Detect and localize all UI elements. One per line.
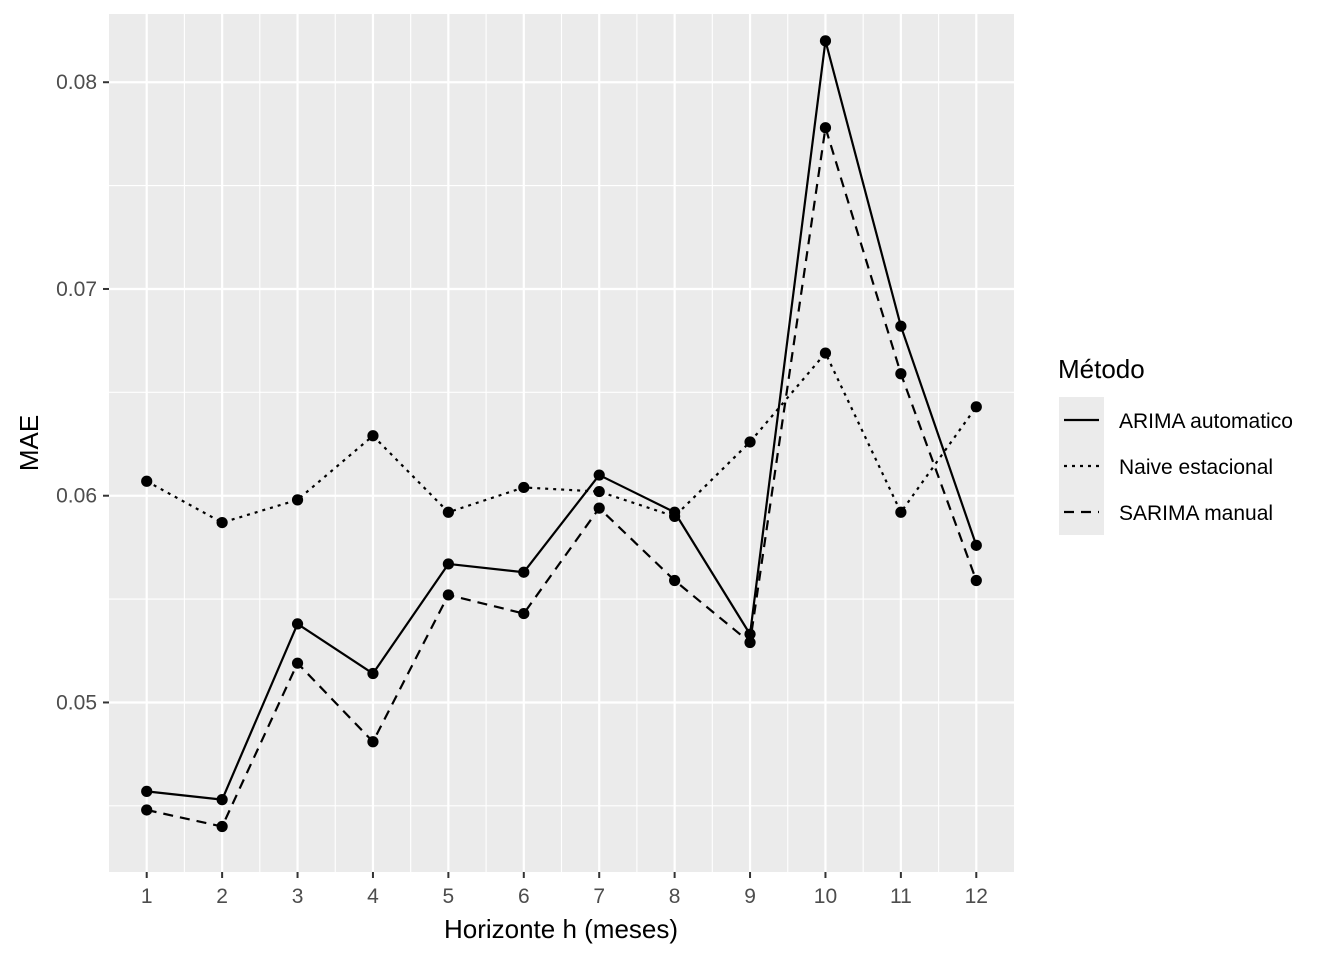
data-point: [970, 401, 982, 413]
data-point: [518, 566, 530, 578]
data-point: [744, 628, 756, 640]
data-point: [367, 430, 379, 442]
legend-label: Naive estacional: [1119, 456, 1273, 479]
data-point: [518, 481, 530, 494]
series-points: [141, 35, 982, 833]
data-point: [895, 506, 907, 518]
data-point: [895, 320, 907, 332]
x-tick-label: 7: [593, 885, 605, 908]
x-tick-label: 12: [965, 885, 988, 908]
legend-title: Método: [1058, 354, 1145, 384]
data-point: [442, 558, 454, 570]
x-tick-label: 10: [814, 885, 837, 908]
data-point: [669, 574, 681, 587]
data-point: [291, 618, 304, 630]
x-tick-label: 11: [890, 885, 912, 908]
series-line-sarima-manual: [146, 126, 978, 828]
x-tick-label: 8: [669, 885, 681, 908]
data-point: [970, 539, 982, 551]
x-axis: 1 2 3 4 5 6 7 8 9 10 11 12: [141, 872, 988, 908]
data-point: [141, 475, 153, 487]
series-line-naive-estacional: [146, 351, 978, 524]
data-point: [216, 794, 228, 806]
data-point: [518, 607, 530, 620]
data-point: [367, 736, 379, 748]
series-line-arima-automatico: [146, 39, 978, 801]
data-point: [141, 804, 153, 816]
data-point: [593, 469, 605, 481]
data-point: [593, 485, 605, 498]
x-tick-label: 9: [744, 885, 756, 908]
data-point: [744, 436, 756, 448]
x-tick-label: 1: [141, 885, 153, 908]
y-tick-label: 0.08: [56, 71, 97, 94]
x-tick-label: 6: [518, 885, 530, 908]
x-axis-title: Horizonte h (meses): [444, 914, 678, 944]
data-point: [819, 347, 832, 359]
legend-label: SARIMA manual: [1119, 502, 1273, 525]
data-point: [291, 657, 304, 669]
x-tick-label: 3: [292, 885, 304, 908]
y-tick-label: 0.07: [56, 278, 97, 301]
x-tick-label: 2: [216, 885, 228, 908]
data-point: [669, 510, 681, 522]
y-axis-title: MAE: [14, 415, 44, 471]
series-lines: [146, 39, 978, 828]
data-point: [216, 820, 228, 833]
y-tick-label: 0.05: [56, 691, 97, 714]
data-point: [291, 494, 304, 506]
data-point: [819, 35, 832, 47]
data-point: [744, 636, 756, 649]
y-tick-label: 0.06: [56, 485, 97, 508]
data-point: [442, 506, 454, 518]
data-point: [593, 502, 605, 514]
data-point: [970, 574, 982, 587]
data-point: [442, 589, 454, 601]
data-point: [216, 516, 228, 529]
data-point: [367, 667, 379, 680]
data-point: [819, 122, 832, 134]
legend: Método ARIMA automatico Naive estacional S…: [1058, 354, 1293, 535]
data-point: [895, 368, 907, 380]
y-axis: 0.05 0.06 0.07 0.08: [56, 71, 109, 714]
x-tick-label: 4: [367, 885, 379, 908]
data-point: [141, 785, 153, 797]
legend-label: ARIMA automatico: [1119, 410, 1293, 433]
x-tick-label: 5: [443, 885, 455, 908]
